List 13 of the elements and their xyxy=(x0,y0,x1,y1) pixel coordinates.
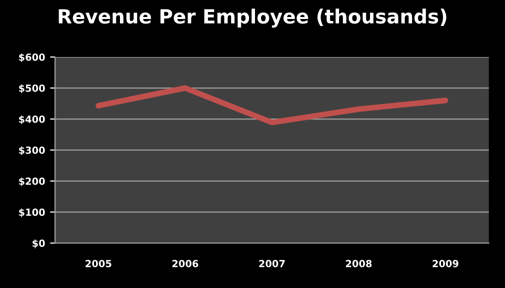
x-tick-label: 2008 xyxy=(346,260,372,268)
x-tick-label: 2007 xyxy=(259,260,285,268)
y-tick-label: $100 xyxy=(19,208,45,218)
y-tick-label: $400 xyxy=(19,115,45,124)
y-tick-label: $600 xyxy=(19,53,45,62)
chart-title: Revenue Per Employee (thousands) xyxy=(58,8,446,28)
y-tick-label: $200 xyxy=(19,177,45,186)
y-tick-label: $0 xyxy=(32,239,45,248)
x-tick-label: 2005 xyxy=(86,260,112,268)
x-tick-label: 2006 xyxy=(172,260,198,268)
y-tick-label: $500 xyxy=(19,84,45,94)
y-tick-label: $300 xyxy=(19,146,45,156)
x-tick-label: 2009 xyxy=(432,260,458,268)
